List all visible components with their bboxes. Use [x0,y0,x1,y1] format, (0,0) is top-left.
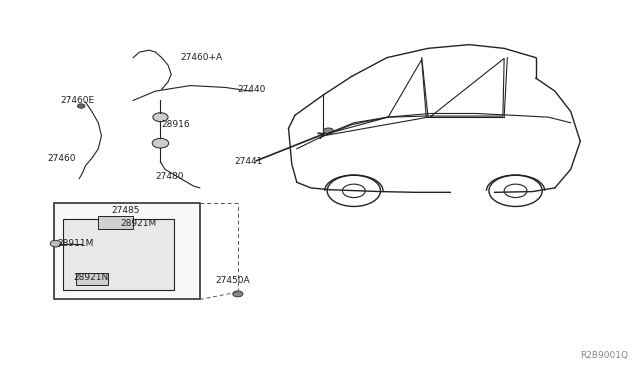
Circle shape [153,113,168,122]
Text: 28921M: 28921M [120,219,157,228]
Text: 27485: 27485 [111,206,140,215]
Text: 27450A: 27450A [216,276,250,285]
Text: R2B9001Q: R2B9001Q [580,351,628,360]
Bar [76,273,108,285]
Circle shape [323,128,333,134]
Bar [99,216,133,229]
Text: 27441: 27441 [235,157,263,166]
Circle shape [233,291,243,297]
Text: 28911M: 28911M [57,239,93,248]
Text: 27460+A: 27460+A [180,53,223,62]
Circle shape [152,138,169,148]
Text: 27440: 27440 [238,85,266,94]
Circle shape [50,240,61,247]
Text: 27460: 27460 [47,154,76,163]
Bar [63,219,174,290]
Bar [54,203,200,299]
Text: 28916: 28916 [162,120,190,129]
Text: 27460E: 27460E [60,96,94,105]
Circle shape [77,104,85,108]
Text: 28921N: 28921N [73,273,108,282]
Text: 27480: 27480 [156,172,184,181]
